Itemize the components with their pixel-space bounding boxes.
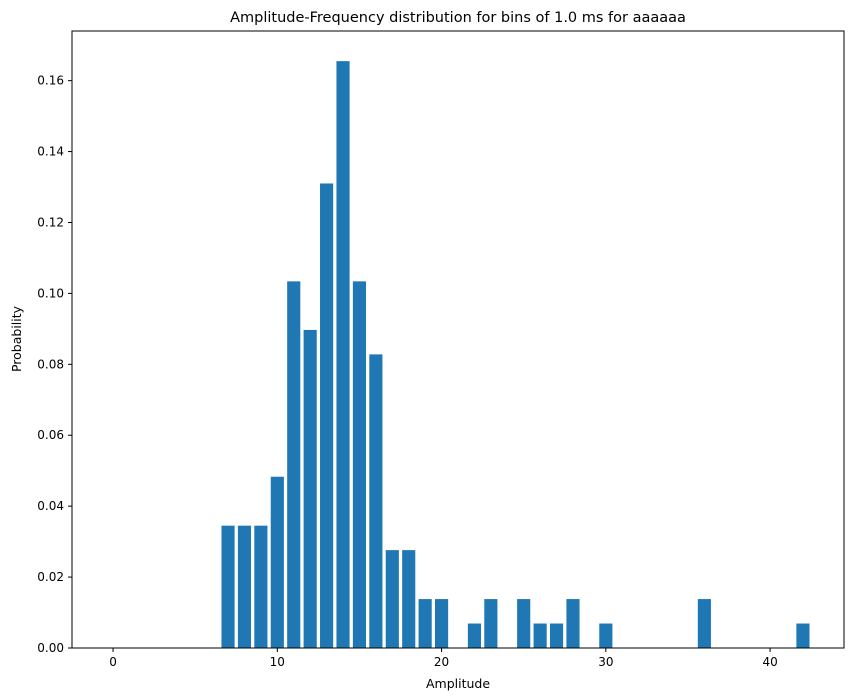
y-tick-label: 0.16	[37, 74, 64, 88]
y-axis-ticks: 0.00 0.02 0.04 0.06 0.08 0.10 0.12 0.14 0.16	[37, 74, 72, 655]
x-axis-ticks: 0 10 20 30 40	[109, 648, 778, 669]
bar	[418, 599, 432, 648]
bar	[303, 329, 317, 648]
bar	[254, 525, 268, 648]
y-tick-label: 0.08	[37, 357, 64, 371]
x-tick-label: 30	[598, 655, 613, 669]
bar	[467, 623, 481, 648]
y-tick-label: 0.04	[37, 499, 64, 513]
bar	[566, 599, 580, 648]
x-tick-label: 40	[762, 655, 777, 669]
x-tick-label: 10	[270, 655, 285, 669]
bar	[484, 599, 498, 648]
y-axis-label: Probability	[9, 305, 24, 372]
bar	[549, 623, 564, 648]
bars-group	[221, 61, 810, 649]
y-tick-label: 0.12	[37, 215, 64, 229]
bar	[221, 525, 235, 648]
y-tick-label: 0.10	[37, 286, 64, 300]
bar	[237, 525, 252, 648]
bar	[336, 61, 350, 648]
x-tick-label: 20	[434, 655, 449, 669]
plot-frame	[71, 30, 845, 649]
bar	[533, 623, 547, 648]
y-tick-label: 0.06	[37, 428, 64, 442]
bar	[320, 183, 334, 649]
bar	[697, 599, 711, 648]
bar	[796, 623, 810, 648]
y-tick-label: 0.00	[37, 641, 64, 655]
bar	[402, 550, 416, 648]
chart-title: Amplitude-Frequency distribution for bin…	[230, 10, 686, 26]
bar	[270, 476, 284, 648]
bar	[517, 599, 531, 648]
bar	[385, 550, 399, 648]
bar	[599, 623, 613, 648]
x-tick-label: 0	[109, 655, 117, 669]
y-tick-label: 0.02	[37, 570, 64, 584]
bar	[369, 354, 383, 648]
bar	[435, 599, 449, 648]
y-tick-label: 0.14	[37, 145, 64, 159]
x-axis-label: Amplitude	[426, 676, 490, 691]
bar	[352, 281, 367, 648]
bar	[287, 281, 301, 648]
